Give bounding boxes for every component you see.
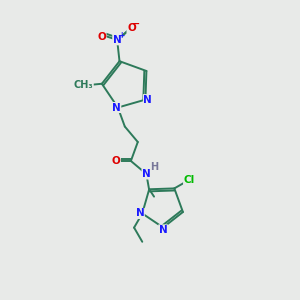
Text: O: O bbox=[112, 156, 120, 166]
Text: O: O bbox=[97, 32, 106, 42]
Text: N: N bbox=[143, 94, 152, 105]
Text: −: − bbox=[132, 18, 140, 28]
Text: Cl: Cl bbox=[184, 175, 195, 185]
Text: N: N bbox=[113, 35, 122, 45]
Text: +: + bbox=[118, 31, 124, 40]
Text: N: N bbox=[159, 225, 167, 235]
Text: O: O bbox=[127, 23, 136, 34]
Text: H: H bbox=[151, 162, 159, 172]
Text: N: N bbox=[112, 103, 121, 112]
Text: CH₃: CH₃ bbox=[74, 80, 93, 90]
Text: N: N bbox=[136, 208, 144, 218]
Text: N: N bbox=[142, 169, 151, 179]
